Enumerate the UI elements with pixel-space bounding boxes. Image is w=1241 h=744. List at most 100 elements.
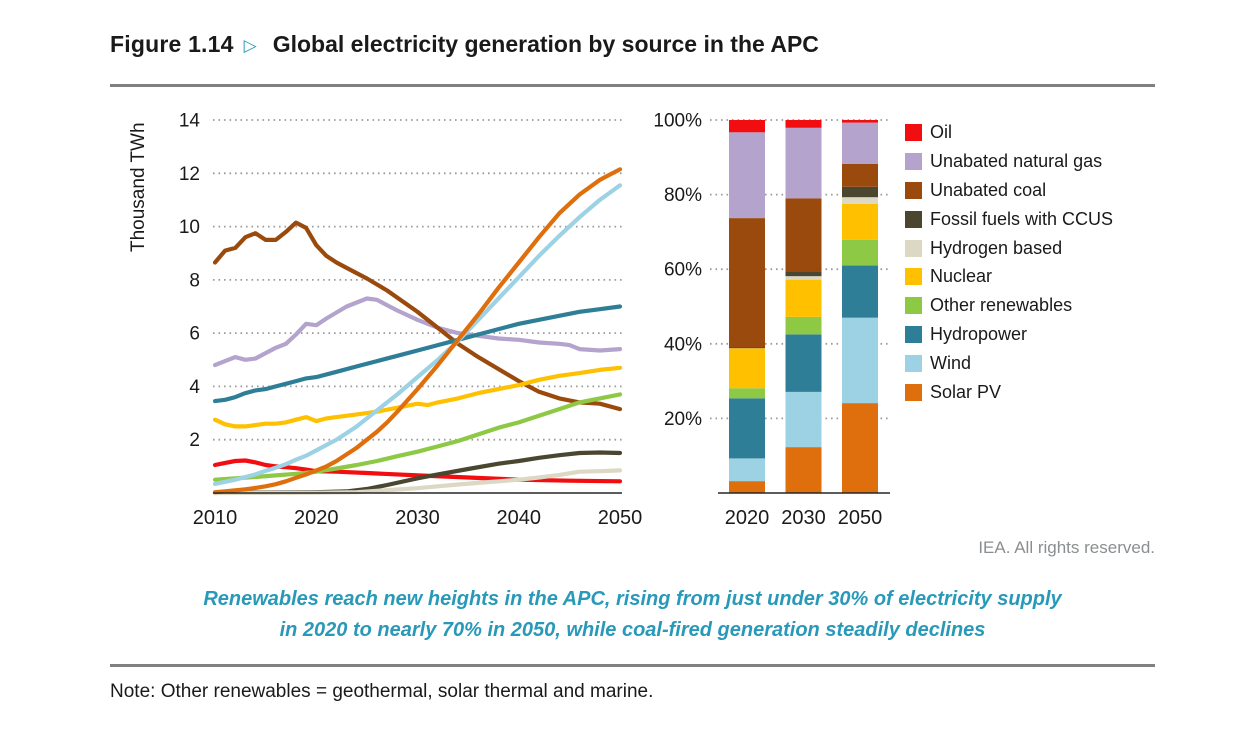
- bar-2050-segment-other-renewables: [842, 239, 878, 266]
- line-series-oil: [212, 458, 623, 484]
- y-axis-tick-10: 10: [179, 217, 200, 238]
- figure-caption: Renewables reach new heights in the APC,…: [110, 584, 1155, 646]
- legend-swatch-hydropower: [905, 326, 922, 344]
- legend-swatch-unabated-natural-gas: [905, 152, 922, 170]
- legend-swatch-unabated-coal: [905, 181, 922, 199]
- bar-2050-segment-unabated-coal: [842, 164, 878, 187]
- bar-2020-segment-unabated-coal: [729, 218, 765, 348]
- bar-2050-segment-oil: [842, 120, 878, 123]
- x-axis-tick-2020: 2020: [294, 507, 339, 529]
- legend-item-oil: Oil: [905, 118, 1113, 147]
- figure-title: Figure 1.14 ▷ Global electricity generat…: [110, 31, 819, 58]
- bar-2030-segment-unabated-coal: [785, 198, 822, 272]
- legend-item-other-renewables: Other renewables: [905, 291, 1113, 320]
- percent-tick-40: 40%: [664, 334, 702, 355]
- bar-2030-segment-wind: [785, 391, 822, 448]
- legend-swatch-oil: [905, 123, 922, 141]
- bar-2030-segment-solar-pv: [785, 447, 822, 493]
- figure-note: Note: Other renewables = geothermal, sol…: [110, 681, 654, 702]
- legend-swatch-hydrogen-based: [905, 239, 922, 257]
- bar-2030-segment-unabated-natural-gas: [785, 127, 822, 199]
- bar-2020-segment-hydropower: [729, 398, 765, 459]
- legend-item-unabated-coal: Unabated coal: [905, 176, 1113, 205]
- bar-2030-segment-hydropower: [785, 334, 822, 392]
- legend-item-nuclear: Nuclear: [905, 262, 1113, 291]
- bar-2030-segment-hydrogen-based: [785, 276, 822, 280]
- bar-2020-segment-unabated-natural-gas: [729, 132, 765, 219]
- percent-tick-20: 20%: [664, 409, 702, 430]
- legend-label-wind: Wind: [930, 353, 972, 374]
- copyright-text: IEA. All rights reserved.: [978, 538, 1155, 557]
- y-axis-tick-12: 12: [179, 164, 200, 185]
- y-axis-unit-label: Thousand TWh: [128, 122, 149, 252]
- legend-swatch-wind: [905, 355, 922, 373]
- caption-line-1: Renewables reach new heights in the APC,…: [203, 588, 1062, 610]
- bar-2030-segment-fossil-fuels-with-ccus: [785, 271, 822, 277]
- legend-label-oil: Oil: [930, 121, 952, 142]
- y-axis-tick-6: 6: [189, 324, 200, 345]
- line-series-unabated-natural-gas: [212, 296, 623, 368]
- percent-tick-100: 100%: [653, 111, 702, 132]
- legend-label-solar-pv: Solar PV: [930, 381, 1002, 402]
- bar-label-2020: 2020: [725, 507, 770, 529]
- x-axis-tick-2040: 2040: [497, 507, 542, 529]
- legend-label-hydropower: Hydropower: [930, 324, 1028, 345]
- legend-swatch-nuclear: [905, 268, 922, 286]
- bar-2020-segment-oil: [729, 120, 765, 133]
- bar-2030-segment-nuclear: [785, 279, 822, 317]
- legend-label-other-renewables: Other renewables: [930, 295, 1073, 316]
- bar-2030-segment-other-renewables: [785, 316, 822, 335]
- legend-item-fossil-fuels-with-ccus: Fossil fuels with CCUS: [905, 205, 1113, 234]
- legend-swatch-solar-pv: [905, 383, 922, 401]
- legend-label-hydrogen-based: Hydrogen based: [930, 237, 1063, 258]
- bar-2020-segment-wind: [729, 458, 765, 482]
- bar-2050-segment-fossil-fuels-with-ccus: [842, 186, 878, 198]
- line-series-other-renewables: [212, 392, 623, 482]
- figure-number: Figure 1.14: [110, 31, 234, 57]
- line-series-solar-pv: [212, 167, 623, 495]
- legend-label-unabated-natural-gas: Unabated natural gas: [930, 150, 1103, 171]
- percent-tick-80: 80%: [664, 185, 702, 206]
- bar-2020-segment-fossil-fuels-with-ccus: [729, 347, 765, 349]
- bar-2020-segment-other-renewables: [729, 388, 765, 399]
- legend-item-unabated-natural-gas: Unabated natural gas: [905, 147, 1113, 176]
- bar-label-2050: 2050: [838, 507, 883, 529]
- y-axis-tick-4: 4: [189, 377, 200, 398]
- y-axis-tick-2: 2: [189, 430, 200, 451]
- x-axis-tick-2010: 2010: [193, 507, 238, 529]
- percent-tick-60: 60%: [664, 260, 702, 281]
- bar-2050-segment-unabated-natural-gas: [842, 122, 878, 164]
- bar-2050-segment-wind: [842, 317, 878, 404]
- chart-legend: Oil Unabated natural gas Unabated coal Foss…: [905, 118, 1113, 407]
- stacked-bar-chart: 20% 40% 60% 80% 100% 2020 2030 2050: [653, 111, 890, 529]
- bar-2030-segment-oil: [785, 120, 822, 128]
- x-axis-tick-2030: 2030: [395, 507, 440, 529]
- legend-item-hydropower: Hydropower: [905, 320, 1113, 349]
- y-axis-tick-8: 8: [189, 270, 200, 291]
- legend-swatch-other-renewables: [905, 297, 922, 315]
- line-series-nuclear: [212, 365, 623, 429]
- legend-label-unabated-coal: Unabated coal: [930, 179, 1047, 200]
- top-divider: [110, 84, 1155, 87]
- legend-item-wind: Wind: [905, 349, 1113, 378]
- x-axis-tick-2050: 2050: [598, 507, 643, 529]
- line-series-hydropower: [212, 304, 623, 404]
- legend-label-fossil-fuels-with-ccus: Fossil fuels with CCUS: [930, 208, 1114, 229]
- legend-item-hydrogen-based: Hydrogen based: [905, 234, 1113, 263]
- legend-item-solar-pv: Solar PV: [905, 378, 1113, 407]
- legend-label-nuclear: Nuclear: [930, 266, 993, 287]
- bar-2050-segment-nuclear: [842, 203, 878, 240]
- bottom-divider: [110, 664, 1155, 667]
- line-series-wind: [212, 183, 623, 486]
- figure-title-text: Global electricity generation by source …: [272, 31, 819, 57]
- y-axis-tick-14: 14: [179, 111, 201, 132]
- line-series-unabated-coal: [212, 220, 623, 412]
- bar-2020-segment-solar-pv: [729, 481, 765, 493]
- bar-2050-segment-hydropower: [842, 265, 878, 318]
- caption-line-2: in 2020 to nearly 70% in 2050, while coa…: [279, 619, 986, 641]
- line-chart: 2 4 6 8 10 12 14 Thousand TWh 2010 2020 2030 2040 20…: [128, 111, 643, 530]
- bar-2050-segment-hydrogen-based: [842, 197, 878, 204]
- bar-label-2030: 2030: [781, 507, 826, 529]
- bar-2020-segment-nuclear: [729, 348, 765, 389]
